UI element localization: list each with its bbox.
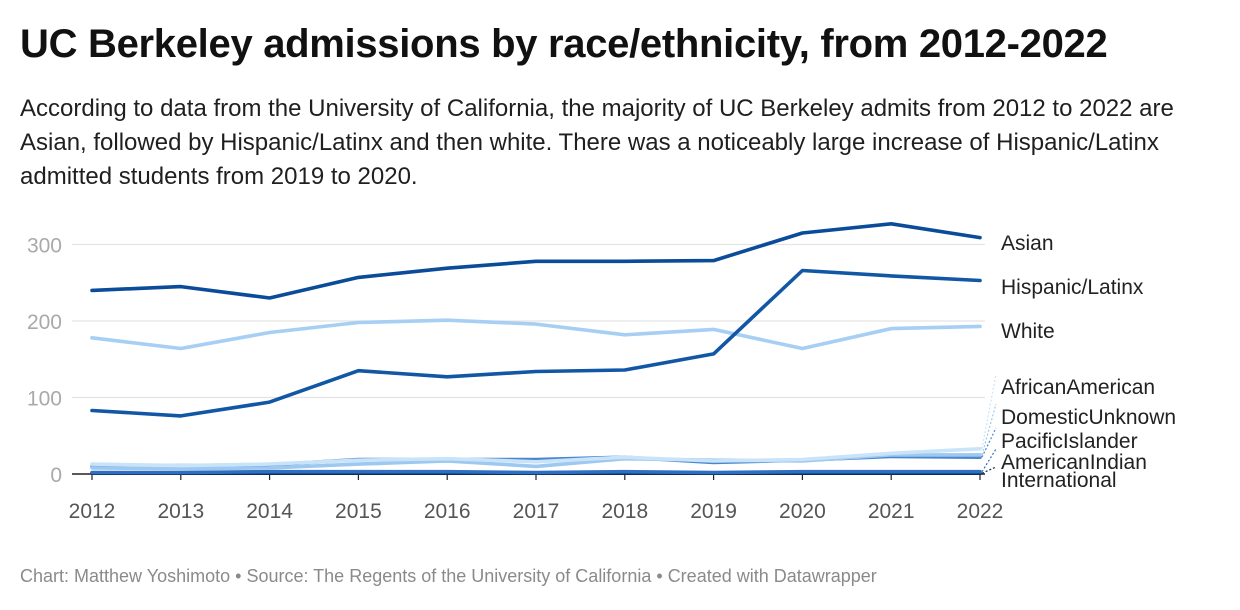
labels-layer: Asian Hispanic/Latinx White AfricanAmerican…	[981, 232, 1176, 492]
series-label: White	[1001, 320, 1055, 343]
x-tick-label: 2012	[69, 500, 116, 523]
series-label: PacificIslander	[1001, 430, 1138, 453]
x-tick-label: 2021	[868, 500, 915, 523]
series-label: AfricanAmerican	[1001, 376, 1155, 399]
x-tick-label: 2019	[690, 500, 737, 523]
series-label: Hispanic/Latinx	[1001, 276, 1144, 299]
grid-layer: 0 100 200 300 2012 2013 2014 2015 2016 2017 2018 20…	[27, 235, 1003, 524]
y-tick-label: 300	[27, 235, 62, 258]
line-chart: 0 100 200 300 2012 2013 2014 2015 2016 2017 2018 20…	[27, 222, 1176, 524]
x-tick-label: 2022	[957, 500, 1004, 523]
y-tick-label: 0	[50, 464, 62, 487]
x-tick-label: 2016	[424, 500, 471, 523]
footer-created: Created with Datawrapper	[667, 566, 877, 586]
x-tick-label: 2020	[779, 500, 826, 523]
series-line	[90, 318, 982, 351]
series-line	[90, 268, 982, 418]
label-leader-line	[981, 403, 997, 456]
x-tick-label: 2017	[513, 500, 560, 523]
y-tick-label: 200	[27, 311, 62, 334]
footer-source: Source: The Regents of the University of…	[246, 566, 652, 586]
series-label: DomesticUnknown	[1001, 406, 1176, 429]
series-line	[90, 447, 982, 468]
series-line	[90, 222, 982, 300]
y-tick-label: 100	[27, 388, 62, 411]
label-leader-line	[981, 427, 997, 458]
x-tick-label: 2018	[601, 500, 648, 523]
footer-author: Chart: Matthew Yoshimoto	[20, 566, 231, 586]
series-label: International	[1001, 469, 1117, 492]
x-tick-label: 2014	[246, 500, 293, 523]
footer-separator: •	[656, 566, 663, 586]
series-line	[90, 469, 982, 475]
footer-separator: •	[235, 566, 242, 586]
chart-subtitle: According to data from the University of…	[20, 95, 1174, 190]
chart-title: UC Berkeley admissions by race/ethnicity…	[20, 22, 1108, 66]
series-label: AmericanIndian	[1001, 451, 1147, 474]
x-tick-label: 2015	[335, 500, 382, 523]
chart-footer: Chart: Matthew Yoshimoto • Source: The R…	[20, 566, 877, 587]
series-label: Asian	[1001, 232, 1054, 255]
lines-layer	[90, 222, 982, 475]
label-leader-line	[981, 373, 997, 449]
x-tick-label: 2013	[157, 500, 204, 523]
label-leader-line	[981, 448, 997, 473]
label-leader-line	[981, 466, 997, 474]
